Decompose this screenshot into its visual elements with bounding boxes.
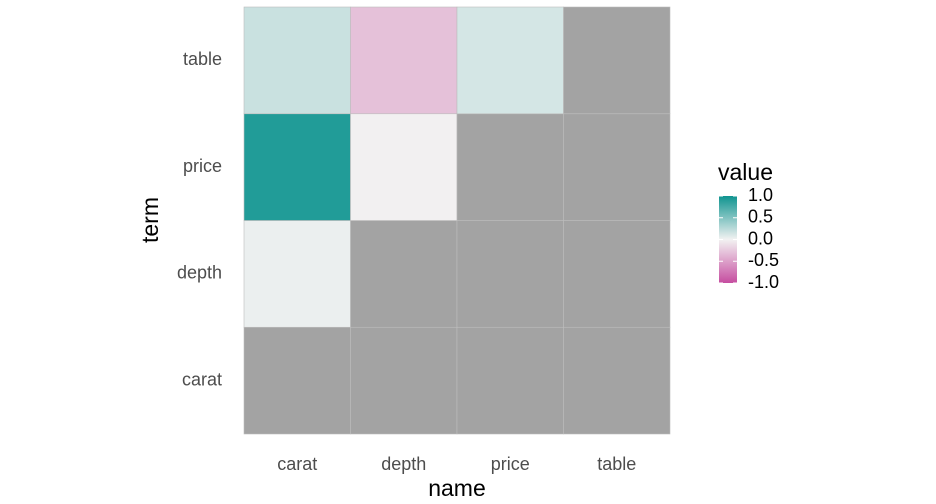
x-tick-label: table [597, 454, 636, 474]
na-cell [563, 326, 671, 435]
na-cell [243, 326, 351, 435]
colorbar-tick-label: 1.0 [748, 185, 773, 205]
colorbar-tick-label: -0.5 [748, 250, 779, 270]
na-cell [456, 220, 564, 328]
legend-title: value [718, 159, 773, 185]
x-tick-label: carat [277, 454, 317, 474]
cell [456, 6, 564, 115]
y-tick-label: table [183, 49, 222, 69]
y-tick-label: price [183, 156, 222, 176]
na-cell [563, 113, 671, 221]
y-tick-label: depth [177, 263, 222, 283]
cell [350, 6, 458, 115]
y-tick-label: carat [182, 369, 222, 389]
na-cell [350, 326, 458, 435]
cell [350, 113, 458, 221]
colorbar [719, 196, 737, 283]
colorbar-tick-label: 0.0 [748, 228, 773, 248]
y-axis-title: term [137, 197, 163, 243]
cell [243, 113, 351, 221]
na-cell [456, 113, 564, 221]
x-tick-label: depth [381, 454, 426, 474]
na-cell [350, 220, 458, 328]
colorbar-tick-label: 0.5 [748, 207, 773, 227]
x-axis-title: name [428, 475, 486, 501]
x-tick-label: price [491, 454, 530, 474]
na-cell [563, 6, 671, 115]
cell [243, 6, 351, 115]
na-cell [456, 326, 564, 435]
colorbar-tick-label: -1.0 [748, 272, 779, 292]
na-cell [563, 220, 671, 328]
cell [243, 220, 351, 328]
